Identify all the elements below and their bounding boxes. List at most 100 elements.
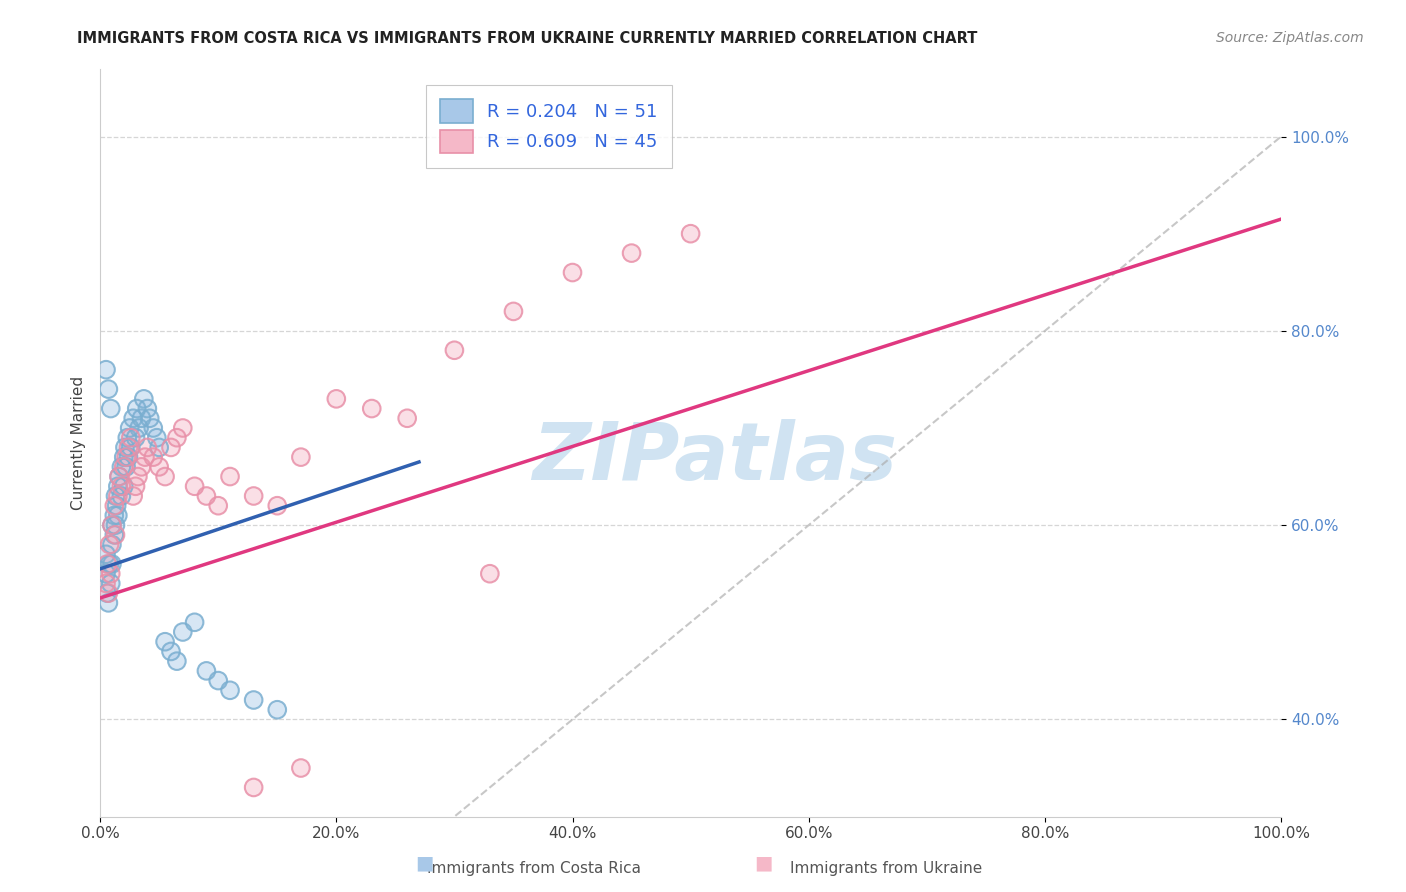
Point (101, 518, 124, 533)
Point (128, 421, 150, 435)
Point (561, 266, 583, 280)
Point (117, 450, 139, 464)
Point (131, 411, 153, 425)
Point (100, 576, 122, 591)
Point (195, 489, 218, 503)
Point (115, 450, 138, 464)
Point (142, 421, 165, 435)
Point (108, 469, 131, 483)
Point (124, 431, 146, 445)
Point (266, 703, 288, 717)
Point (219, 683, 242, 698)
Point (242, 489, 264, 503)
Point (110, 489, 132, 503)
Point (242, 693, 264, 707)
Point (114, 441, 136, 455)
Point (112, 459, 135, 474)
Point (172, 625, 194, 640)
Point (131, 411, 153, 425)
Point (120, 431, 142, 445)
Point (172, 421, 194, 435)
Point (100, 566, 122, 581)
Point (148, 459, 170, 474)
Point (153, 469, 176, 483)
Point (136, 401, 159, 416)
Point (101, 538, 124, 552)
Point (266, 499, 288, 513)
Point (360, 401, 382, 416)
Point (94, 547, 117, 561)
Point (325, 392, 347, 406)
Point (160, 441, 183, 455)
Point (443, 343, 465, 358)
Point (148, 441, 170, 455)
Point (146, 431, 169, 445)
Point (160, 441, 183, 455)
Point (679, 227, 702, 241)
Point (96, 557, 118, 571)
Point (104, 528, 127, 542)
Point (242, 780, 264, 795)
Point (112, 479, 135, 493)
Point (290, 450, 312, 464)
Point (478, 566, 501, 581)
Point (107, 489, 129, 503)
Point (325, 392, 347, 406)
Point (166, 654, 188, 668)
Point (207, 673, 229, 688)
Point (103, 528, 125, 542)
Point (110, 479, 132, 493)
Point (117, 441, 139, 455)
Point (112, 450, 135, 464)
Point (134, 450, 156, 464)
Point (97, 382, 120, 396)
Point (115, 459, 138, 474)
Point (131, 459, 153, 474)
Point (110, 479, 132, 493)
Point (166, 431, 188, 445)
Point (183, 479, 205, 493)
Point (112, 479, 135, 493)
Point (146, 431, 169, 445)
Point (118, 421, 141, 435)
Point (110, 489, 132, 503)
Point (104, 489, 127, 503)
Point (122, 411, 145, 425)
Point (195, 664, 218, 678)
Point (107, 508, 129, 523)
Point (183, 615, 205, 630)
Point (108, 469, 131, 483)
Point (148, 459, 170, 474)
Point (97, 586, 120, 600)
Point (98, 538, 121, 552)
Point (172, 421, 194, 435)
Point (97, 382, 120, 396)
Point (94, 362, 117, 376)
Point (104, 518, 127, 533)
Point (360, 401, 382, 416)
Point (396, 411, 419, 425)
Text: IMMIGRANTS FROM COSTA RICA VS IMMIGRANTS FROM UKRAINE CURRENTLY MARRIED CORRELAT: IMMIGRANTS FROM COSTA RICA VS IMMIGRANTS… (77, 31, 977, 46)
Point (101, 518, 124, 533)
Point (195, 489, 218, 503)
Point (125, 401, 148, 416)
Point (136, 441, 159, 455)
Point (207, 499, 229, 513)
Point (112, 450, 135, 464)
Point (242, 693, 264, 707)
Point (620, 246, 643, 260)
Point (94, 576, 117, 591)
Point (98, 557, 121, 571)
Point (100, 401, 122, 416)
Point (94, 566, 117, 581)
Point (242, 489, 264, 503)
Point (166, 654, 188, 668)
Text: Immigrants from Ukraine: Immigrants from Ukraine (790, 861, 981, 876)
Point (117, 450, 139, 464)
Point (107, 479, 129, 493)
Point (100, 566, 122, 581)
Legend: R = 0.204   N = 51, R = 0.609   N = 45: R = 0.204 N = 51, R = 0.609 N = 45 (426, 85, 672, 168)
Point (219, 469, 242, 483)
Point (122, 489, 145, 503)
Point (136, 401, 159, 416)
